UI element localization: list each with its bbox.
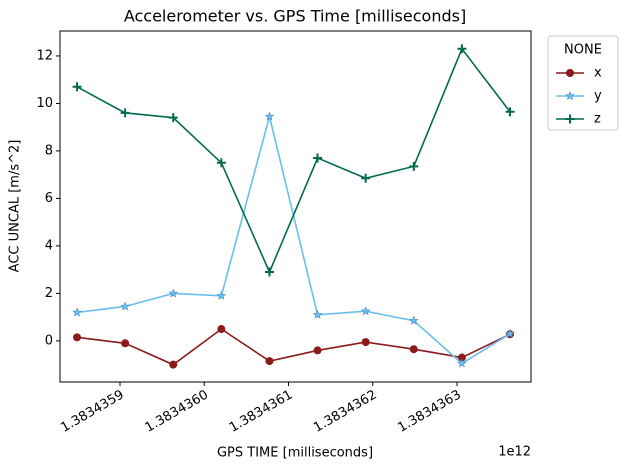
marker bbox=[505, 107, 515, 117]
marker bbox=[216, 158, 226, 168]
marker bbox=[168, 288, 179, 298]
chart-title: Accelerometer vs. GPS Time [milliseconds… bbox=[124, 7, 466, 26]
marker bbox=[169, 360, 178, 369]
y-tick-label: 10 bbox=[36, 96, 53, 111]
marker bbox=[409, 315, 419, 325]
marker bbox=[73, 333, 82, 342]
x-tick-label: 1.3834362 bbox=[311, 388, 379, 436]
y-tick-label: 8 bbox=[45, 143, 53, 158]
legend-title: NONE bbox=[564, 43, 602, 58]
plot-frame bbox=[59, 30, 532, 383]
y-axis-label: ACC UNCAL [m/s^2] bbox=[8, 140, 23, 273]
marker bbox=[72, 82, 82, 92]
marker bbox=[265, 357, 274, 366]
series-line bbox=[76, 47, 511, 275]
marker bbox=[360, 306, 371, 316]
marker bbox=[264, 111, 275, 121]
marker bbox=[120, 301, 130, 311]
marker bbox=[264, 267, 274, 277]
marker bbox=[313, 346, 322, 355]
x-tick-label: 1.3834361 bbox=[227, 388, 295, 436]
y-tick-label: 4 bbox=[45, 238, 53, 253]
x-offset-label: 1e12 bbox=[498, 445, 531, 460]
marker bbox=[457, 358, 467, 368]
marker bbox=[457, 353, 466, 362]
marker bbox=[216, 290, 227, 300]
marker bbox=[361, 173, 371, 183]
legend-box bbox=[547, 35, 619, 131]
y-tick-label: 6 bbox=[45, 191, 53, 206]
series-line bbox=[76, 328, 511, 366]
x-axis-label: GPS TIME [milliseconds] bbox=[217, 446, 373, 461]
marker bbox=[312, 309, 323, 319]
legend-label: z bbox=[594, 112, 601, 127]
legend-marker bbox=[565, 114, 575, 124]
marker bbox=[457, 44, 467, 54]
x-tick-label: 1.3834360 bbox=[143, 388, 211, 436]
y-tick-label: 2 bbox=[45, 286, 53, 301]
marker bbox=[121, 339, 130, 348]
marker bbox=[72, 307, 82, 317]
legend-label: x bbox=[594, 66, 602, 81]
marker bbox=[168, 113, 178, 123]
x-tick-label: 1.3834363 bbox=[395, 388, 463, 436]
legend-marker bbox=[566, 69, 574, 77]
legend-marker bbox=[565, 90, 575, 101]
marker bbox=[217, 325, 226, 334]
marker bbox=[313, 153, 323, 163]
y-tick-label: 12 bbox=[36, 48, 53, 63]
marker bbox=[120, 108, 130, 118]
legend-label: y bbox=[594, 89, 602, 104]
marker bbox=[361, 338, 370, 347]
marker bbox=[505, 328, 515, 338]
marker bbox=[409, 161, 419, 171]
series-line bbox=[76, 116, 511, 365]
x-tick-label: 1.3834359 bbox=[58, 388, 126, 436]
marker bbox=[409, 345, 418, 354]
y-tick-label: 0 bbox=[45, 333, 53, 348]
